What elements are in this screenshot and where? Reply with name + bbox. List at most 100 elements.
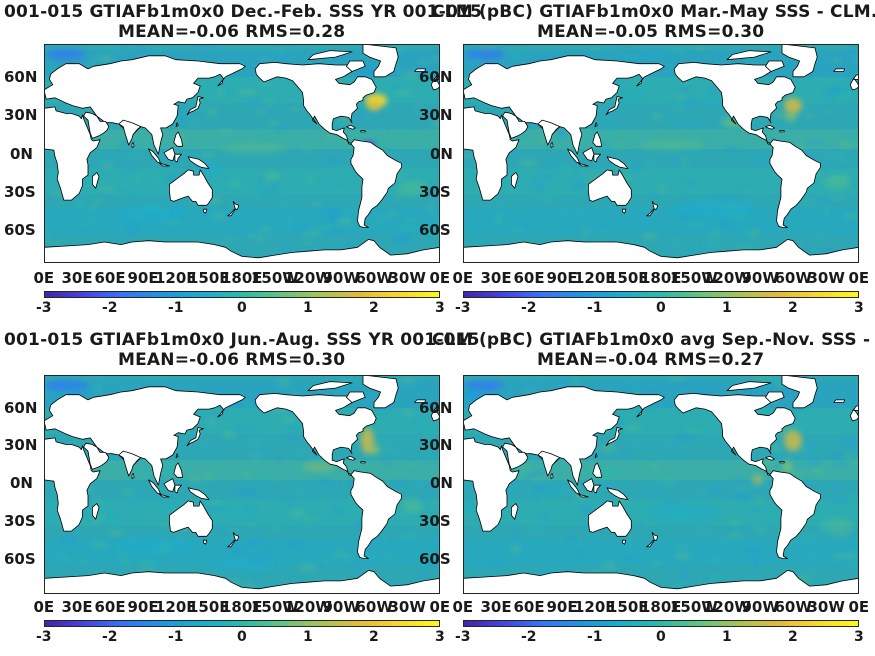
salinity-speckle: [749, 229, 761, 237]
land-mass: [550, 142, 554, 148]
salinity-speckle: [676, 433, 694, 441]
salinity-speckle: [509, 531, 519, 537]
lon-label: 120W: [703, 598, 751, 616]
salinity-speckle: [248, 438, 261, 447]
salinity-speckle: [833, 534, 850, 538]
land-mass: [44, 437, 101, 532]
salinity-speckle: [678, 443, 696, 447]
salinity-speckle: [111, 189, 129, 194]
salinity-speckle: [256, 390, 265, 395]
salinity-speckle: [298, 445, 305, 451]
salinity-speckle: [128, 150, 144, 157]
salinity-speckle: [684, 249, 693, 256]
salinity-speckle: [825, 207, 830, 215]
salinity-speckle: [275, 487, 281, 492]
salinity-speckle: [368, 554, 379, 560]
land-mass: [254, 61, 377, 146]
colorbar-tick-label: 0: [656, 629, 666, 645]
salinity-speckle: [97, 50, 102, 55]
salinity-speckle: [433, 218, 440, 221]
salinity-anomaly: [115, 205, 182, 224]
land-mass: [44, 569, 440, 594]
land-mass: [131, 142, 135, 148]
salinity-speckle: [224, 177, 243, 182]
salinity-speckle: [844, 133, 856, 140]
salinity-speckle: [219, 86, 233, 94]
salinity-speckle: [629, 441, 646, 444]
salinity-speckle: [139, 467, 152, 474]
salinity-speckle: [249, 576, 255, 583]
salinity-speckle: [426, 183, 440, 187]
salinity-speckle: [245, 98, 263, 103]
land-mass: [726, 50, 772, 61]
salinity-speckle: [134, 175, 140, 181]
land-mass: [605, 96, 623, 116]
map-frame: [463, 44, 859, 263]
colorbar-tick-label: -2: [521, 629, 537, 645]
lat-label: 60N: [419, 68, 453, 86]
lon-label: 0E: [848, 269, 870, 287]
lon-label: 60W: [355, 598, 393, 616]
salinity-speckle: [800, 416, 814, 420]
salinity-speckle: [719, 222, 734, 229]
land-mass: [578, 493, 589, 498]
salinity-speckle: [705, 238, 720, 246]
salinity-speckle: [621, 381, 640, 387]
land-mass: [550, 473, 554, 479]
salinity-speckle: [707, 575, 720, 581]
salinity-speckle: [530, 182, 545, 189]
salinity-speckle: [414, 475, 421, 480]
salinity-speckle: [352, 444, 362, 447]
salinity-speckle: [684, 198, 689, 203]
salinity-speckle: [620, 556, 636, 562]
salinity-speckle: [319, 225, 332, 229]
land-mass: [592, 131, 603, 147]
salinity-speckle: [174, 204, 185, 212]
land-mass: [83, 442, 110, 470]
salinity-speckle: [854, 55, 859, 61]
salinity-speckle: [377, 139, 394, 146]
salinity-speckle: [153, 176, 163, 182]
lon-label: 0E: [33, 269, 55, 287]
salinity-anomaly: [557, 129, 567, 138]
salinity-speckle: [758, 563, 770, 568]
colorbar-tick-label: 2: [788, 300, 798, 316]
salinity-speckle: [399, 378, 417, 384]
salinity-speckle: [258, 227, 272, 232]
salinity-speckle: [635, 458, 654, 461]
salinity-speckle: [418, 59, 431, 64]
salinity-speckle: [254, 571, 271, 575]
salinity-speckle: [463, 431, 471, 438]
salinity-speckle: [334, 519, 339, 525]
salinity-speckle: [197, 104, 206, 111]
lat-label: 30S: [419, 512, 451, 530]
salinity-speckle: [577, 497, 586, 500]
land-mass: [511, 172, 519, 189]
lat-label: 60N: [419, 399, 453, 417]
colorbar-tick-label: -3: [455, 300, 471, 316]
salinity-speckle: [463, 536, 469, 541]
salinity-speckle: [247, 506, 254, 512]
salinity-speckle: [572, 209, 583, 213]
salinity-speckle: [655, 475, 673, 484]
land-mass: [203, 539, 208, 545]
salinity-anomaly: [465, 49, 505, 60]
salinity-speckle: [694, 489, 712, 494]
lon-label: 60W: [774, 598, 812, 616]
land-mass: [646, 531, 659, 548]
map-frame: [463, 375, 859, 594]
lat-label: 0N: [430, 145, 453, 163]
colorbar-tick-label: 3: [854, 629, 864, 645]
land-mass: [362, 375, 399, 409]
land-mass: [414, 68, 427, 72]
salinity-speckle: [496, 203, 503, 208]
land-mass: [511, 503, 519, 520]
salinity-speckle: [251, 193, 261, 201]
salinity-speckle: [406, 218, 419, 222]
salinity-speckle: [767, 499, 773, 503]
land-mass: [622, 208, 627, 214]
land-mass: [227, 531, 240, 548]
salinity-speckle: [692, 45, 709, 50]
salinity-speckle: [525, 528, 545, 534]
salinity-speckle: [321, 481, 340, 486]
